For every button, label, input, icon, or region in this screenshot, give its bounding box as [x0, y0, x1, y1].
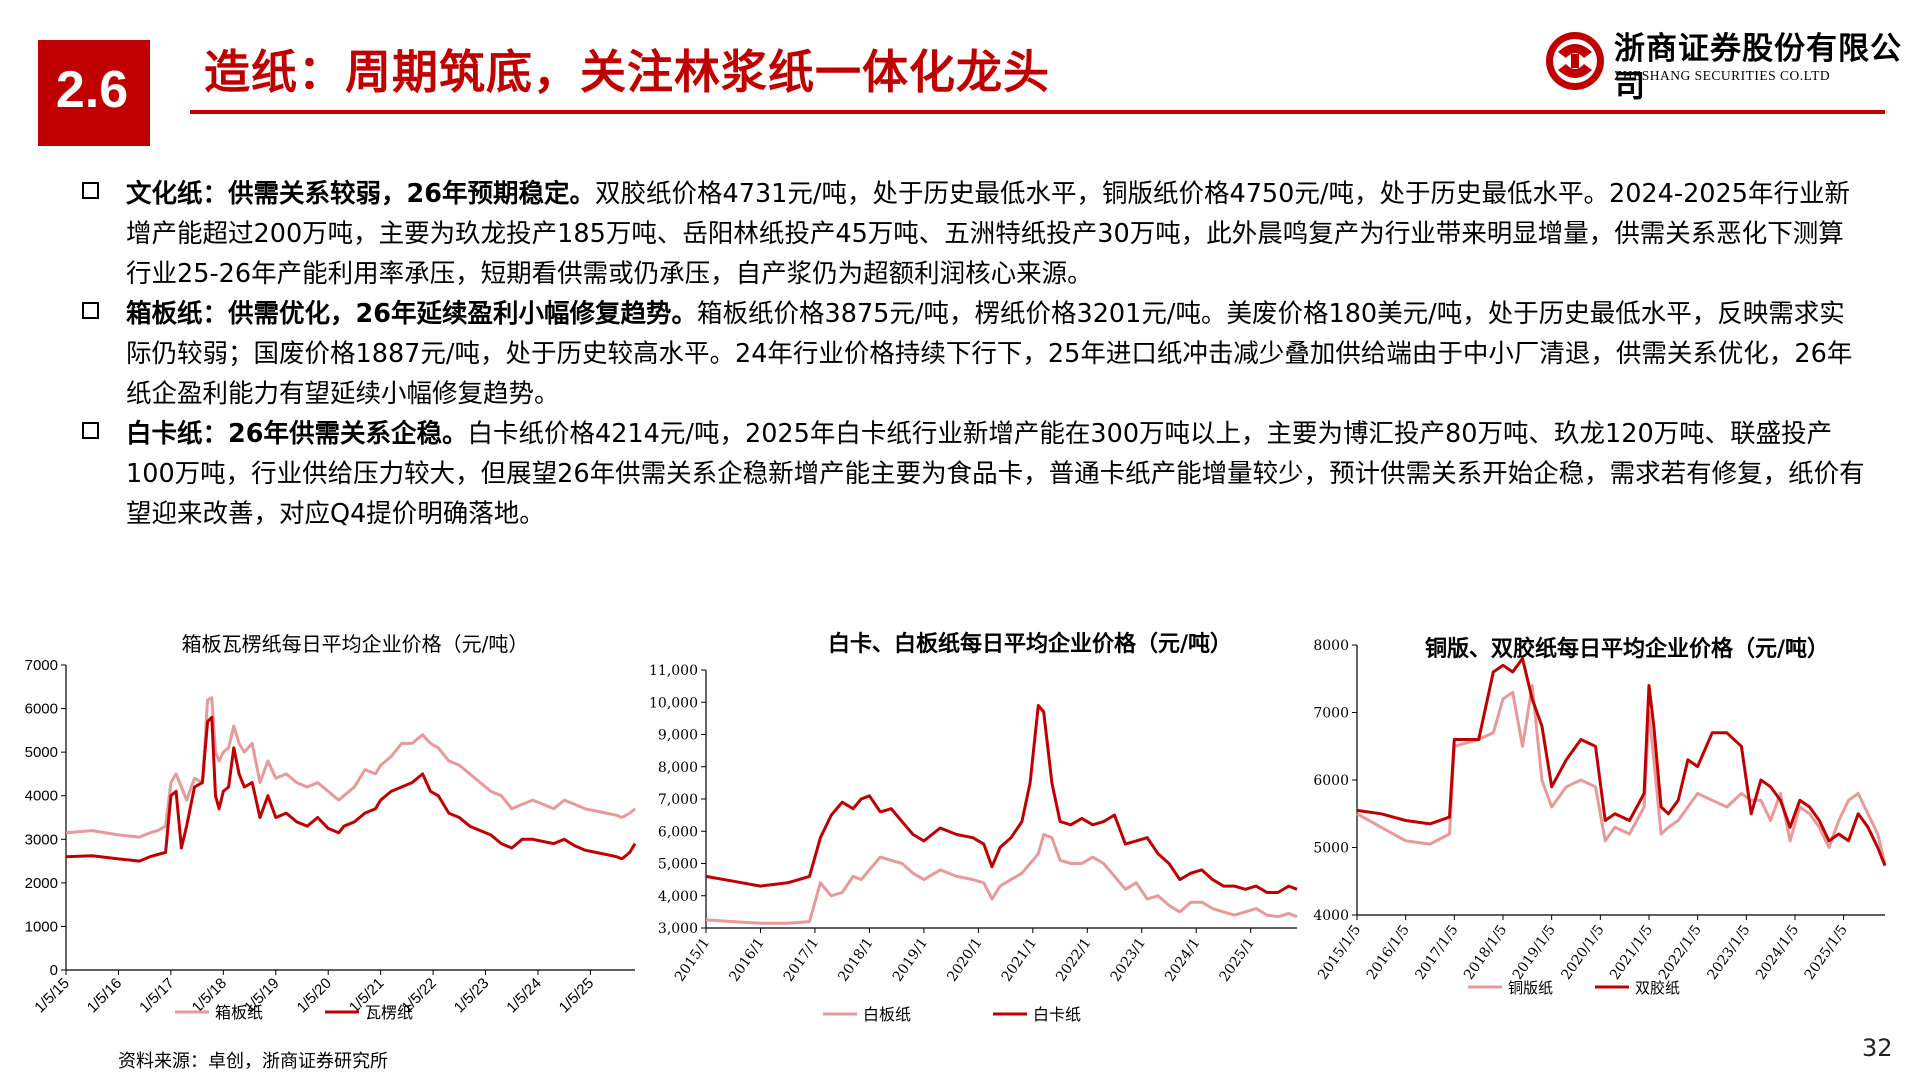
source-note: 资料来源：卓创，浙商证券研究所	[118, 1051, 388, 1072]
y-tick-label: 8,000	[658, 760, 698, 776]
page-number: 32	[1862, 1034, 1893, 1062]
bullet-body: 箱板纸价格3875元/吨，楞纸价格3201元/吨。美废价格180美元/吨，处于历…	[126, 299, 1853, 409]
x-tick-label: 2015/1/5	[1315, 922, 1364, 983]
x-tick-label: 2025/1/5	[1802, 922, 1851, 983]
series-line-白板纸	[705, 833, 1298, 925]
y-tick-label: 11,000	[649, 663, 698, 679]
bullet-heading: 箱板纸：供需优化，26年延续盈利小幅修复趋势。	[126, 299, 697, 329]
y-tick-label: 2000	[25, 875, 58, 892]
y-tick-label: 3000	[25, 831, 58, 848]
legend-label: 箱板纸	[215, 1004, 263, 1022]
y-tick-label: 5000	[25, 744, 58, 761]
bullet-text: 箱板纸：供需优化，26年延续盈利小幅修复趋势。箱板纸价格3875元/吨，楞纸价格…	[126, 294, 1866, 414]
x-tick-label: 1/5/17	[136, 975, 178, 1017]
chart-2-title: 白卡、白板纸每日平均企业价格（元/吨）	[827, 631, 1233, 657]
y-tick-label: 7000	[25, 657, 58, 674]
y-tick-label: 8000	[1313, 638, 1349, 654]
y-tick-label: 0	[50, 962, 58, 979]
legend-label: 双胶纸	[1635, 979, 1680, 997]
x-tick-label: 2023/1	[1108, 935, 1149, 985]
y-tick-label: 10,000	[649, 695, 698, 711]
legend-label: 瓦楞纸	[365, 1004, 413, 1022]
series-line-瓦楞纸	[65, 715, 637, 863]
x-tick-label: 2023/1/5	[1704, 922, 1753, 983]
section-number: 2.6	[55, 61, 129, 119]
x-tick-label: 2020/1/5	[1558, 922, 1607, 983]
x-tick-label: 2015/1	[672, 935, 713, 985]
x-tick-label: 2022/1	[1053, 935, 1094, 985]
x-tick-label: 1/5/25	[556, 975, 598, 1017]
y-tick-label: 6000	[25, 701, 58, 718]
y-tick-label: 4000	[1313, 908, 1349, 924]
y-tick-label: 9,000	[658, 728, 698, 744]
legend-label: 白板纸	[863, 1005, 911, 1024]
x-tick-label: 2019/1/5	[1510, 922, 1559, 983]
bullet-text: 文化纸：供需关系较弱，26年预期稳定。双胶纸价格4731元/吨，处于历史最低水平…	[126, 174, 1866, 294]
y-tick-label: 7000	[1313, 706, 1349, 722]
y-tick-label: 6,000	[658, 824, 698, 840]
x-tick-label: 1/5/20	[294, 975, 336, 1017]
y-tick-label: 5000	[1313, 841, 1349, 857]
y-tick-label: 1000	[25, 918, 58, 935]
y-tick-label: 7,000	[658, 792, 698, 808]
y-tick-label: 4000	[25, 788, 58, 805]
x-tick-label: 2024/1/5	[1753, 922, 1802, 983]
x-tick-label: 2022/1/5	[1656, 922, 1705, 983]
chart-2-ivory-board-prices: 3,000 4,000 5,000 6,000 7,000 8,000 9,000 10,00…	[649, 663, 1298, 1024]
x-tick-label: 2018/1/5	[1461, 922, 1510, 983]
y-tick-label: 5,000	[658, 857, 698, 873]
page-title: 造纸：周期筑底，关注林浆纸一体化龙头	[204, 45, 1050, 99]
bullet-square-icon	[82, 302, 99, 319]
y-tick-label: 3,000	[658, 921, 698, 937]
bullet-square-icon	[82, 182, 99, 199]
zheshang-logo-icon	[1546, 32, 1604, 90]
legend-label: 铜版纸	[1508, 979, 1553, 997]
logo-company-name-en: ZHESHANG SECURITIES CO.LTD	[1614, 68, 1831, 83]
chart-1-containerboard-prices: 0 1000 2000 3000 4000 5000 6000 7000 1/5/15 1/5/1…	[25, 657, 637, 1022]
bullet-heading: 白卡纸：26年供需关系企稳。	[126, 419, 468, 449]
y-tick-label: 4,000	[658, 889, 698, 905]
x-tick-label: 1/5/16	[84, 975, 126, 1017]
x-tick-label: 2016/1	[726, 935, 767, 985]
series-line-双胶纸	[1356, 657, 1887, 867]
bullet-body: 双胶纸价格4731元/吨，处于历史最低水平，铜版纸价格4750元/吨，处于历史最…	[126, 179, 1850, 289]
x-tick-label: 1/5/23	[451, 975, 493, 1017]
x-tick-label: 1/5/24	[503, 975, 545, 1017]
x-tick-label: 2025/1	[1217, 935, 1258, 985]
bullet-body: 白卡纸价格4214元/吨，2025年白卡纸行业新增产能在300万吨以上，主要为博…	[126, 419, 1865, 529]
series-line-白卡纸	[705, 704, 1298, 894]
chart-3-title: 铜版、双胶纸每日平均企业价格（元/吨）	[1424, 636, 1830, 662]
logo-company-name: 浙商证券股份有限公司	[1614, 31, 1902, 105]
bullet-heading: 文化纸：供需关系较弱，26年预期稳定。	[126, 179, 595, 209]
bullet-text: 白卡纸：26年供需关系企稳。白卡纸价格4214元/吨，2025年白卡纸行业新增产…	[126, 414, 1866, 534]
x-tick-label: 2019/1	[890, 935, 931, 985]
legend-label: 白卡纸	[1033, 1005, 1081, 1024]
chart-1-title: 箱板瓦楞纸每日平均企业价格（元/吨）	[181, 632, 529, 656]
x-tick-label: 2024/1	[1162, 935, 1203, 985]
x-tick-label: 2020/1	[944, 935, 985, 985]
series-line-箱板纸	[65, 696, 636, 839]
x-tick-label: 1/5/15	[31, 975, 73, 1017]
x-tick-label: 2017/1/5	[1412, 922, 1461, 983]
chart-3-coated-paper-prices: 4000 5000 6000 7000 8000 2015/1/5 2016/1/5 2017…	[1313, 638, 1887, 997]
x-tick-label: 2017/1	[781, 935, 822, 985]
x-tick-label: 2018/1	[835, 935, 876, 985]
bullet-square-icon	[82, 422, 99, 439]
y-tick-label: 6000	[1313, 773, 1349, 789]
series-line-铜版纸	[1356, 684, 1887, 865]
title-underline	[190, 110, 1885, 114]
x-tick-label: 2016/1/5	[1364, 922, 1413, 983]
x-tick-label: 2021/1	[999, 935, 1040, 985]
section-number-box	[38, 40, 150, 146]
x-tick-label: 2021/1/5	[1607, 922, 1656, 983]
